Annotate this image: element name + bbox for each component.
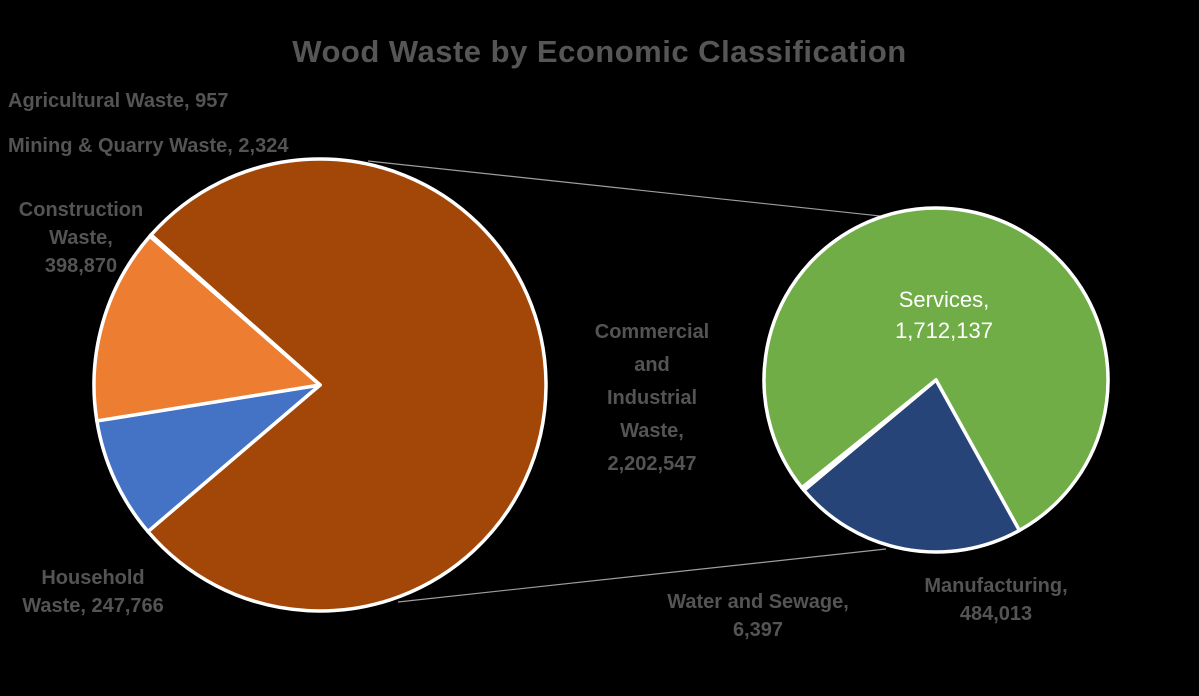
label-commercial-industrial-waste: Commercial and Industrial Waste, 2,202,5… bbox=[594, 321, 710, 475]
chart-title: Wood Waste by Economic Classification bbox=[292, 34, 907, 69]
slice-construction bbox=[92, 234, 322, 423]
connector-line-bottom bbox=[397, 548, 887, 603]
label-household-waste: Household Waste, 247,766 bbox=[22, 567, 164, 617]
label-mining-quarry-waste: Mining & Quarry Waste, 2,324 bbox=[8, 135, 289, 157]
slice-water-sewage bbox=[800, 378, 938, 493]
slice-household bbox=[95, 383, 322, 534]
slice-commercial-industrial bbox=[146, 157, 548, 613]
label-agricultural-waste: Agricultural Waste, 957 bbox=[8, 90, 229, 112]
connector-line-top bbox=[367, 160, 909, 220]
label-water-sewage: Water and Sewage, 6,397 bbox=[667, 591, 849, 641]
main-pie bbox=[92, 157, 548, 613]
secondary-pie bbox=[762, 206, 1110, 554]
slice-manufacturing bbox=[802, 378, 1022, 554]
slice-services bbox=[762, 206, 1110, 533]
label-construction-waste: Construction Waste, 398,870 bbox=[18, 199, 144, 277]
label-services: Services, 1,712,137 bbox=[895, 287, 993, 343]
slice-agricultural bbox=[148, 233, 322, 387]
label-manufacturing: Manufacturing, 484,013 bbox=[924, 575, 1068, 625]
